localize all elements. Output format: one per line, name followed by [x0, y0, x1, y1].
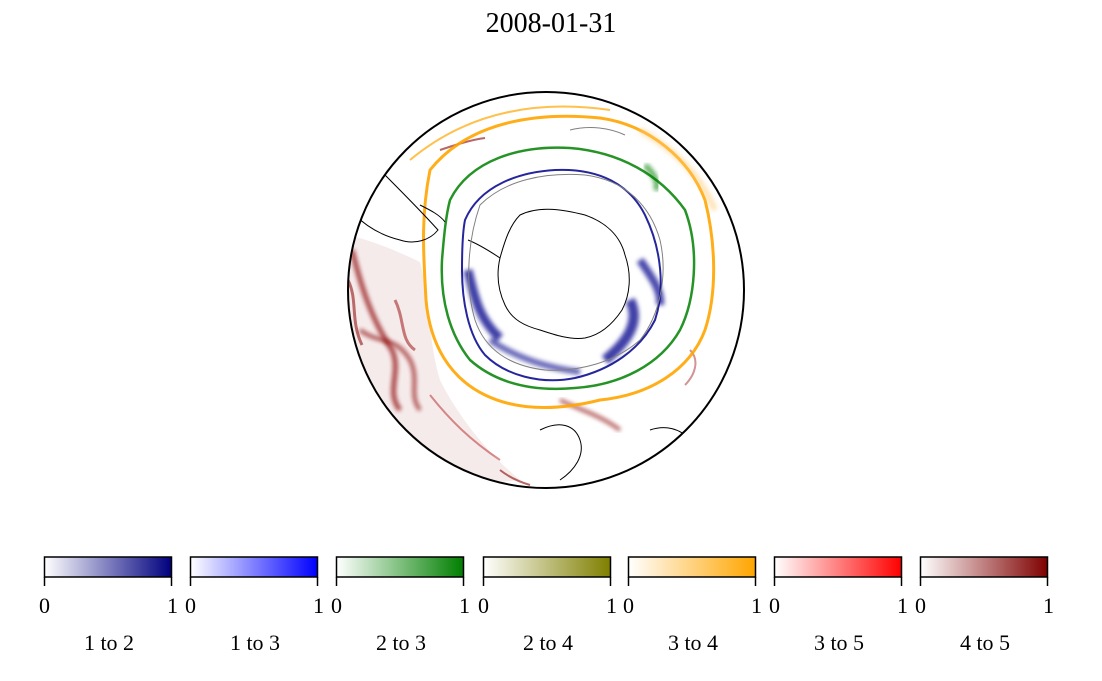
- colorbar-gradient: [627, 556, 757, 586]
- colorbar-gradient: [482, 556, 612, 586]
- map-boundary: [347, 91, 745, 489]
- colorbar-tick-min: 0: [185, 593, 196, 618]
- colorbar-6: 0 1 3 to 5: [769, 555, 908, 655]
- colorbar-tick-min: 0: [769, 593, 780, 618]
- colorbar-tick-max: 1: [606, 593, 617, 618]
- south-america-coast: [354, 169, 439, 243]
- colorbar-7: 0 1 4 to 5: [915, 555, 1054, 655]
- colorbar-tick-min: 0: [915, 593, 926, 618]
- colorbar-2: 0 1 1 to 3: [185, 555, 324, 655]
- colorbar-tick-max: 1: [751, 593, 762, 618]
- colorbar-3: 0 1 2 to 3: [331, 555, 470, 655]
- colorbar-tick-max: 1: [167, 593, 178, 618]
- colorbar-label: 1 to 2: [83, 630, 135, 655]
- front-2-to-3: [440, 146, 696, 391]
- colorbar-tick-min: 0: [478, 593, 489, 618]
- colorbar-gradient: [919, 556, 1049, 586]
- ice-edge: [468, 173, 664, 371]
- colorbar-gradient: [773, 556, 903, 586]
- colorbar-label: 4 to 5: [959, 630, 1011, 655]
- colorbar-tick-max: 1: [897, 593, 908, 618]
- colorbar-label: 2 to 3: [375, 630, 427, 655]
- colorbar-label: 3 to 5: [813, 630, 865, 655]
- plot-title: 2008-01-31: [485, 8, 617, 39]
- colorbar-tick-min: 0: [331, 593, 342, 618]
- colorbar-tick-min: 0: [39, 593, 50, 618]
- colorbar-gradient: [189, 556, 319, 586]
- colorbar-gradient: [335, 556, 465, 586]
- antarctica-outline: [497, 208, 630, 339]
- field-4-to-5: [348, 137, 697, 488]
- colorbar-label: 1 to 3: [229, 630, 281, 655]
- front-3-to-4: [422, 114, 716, 410]
- colorbar-5: 0 1 3 to 4: [623, 555, 762, 655]
- colorbar-4: 0 1 2 to 4: [478, 555, 617, 655]
- colorbar-label: 2 to 4: [522, 630, 574, 655]
- field-1-to-2: [463, 257, 665, 375]
- colorbar-tick-max: 1: [313, 593, 324, 618]
- africa-coast: [539, 424, 582, 481]
- front-1-to-2: [460, 168, 662, 382]
- australia-coast: [649, 427, 691, 471]
- colorbar-tick-max: 1: [459, 593, 470, 618]
- colorbar-tick-min: 0: [623, 593, 634, 618]
- colorbar-gradient: [43, 556, 173, 586]
- colorbar-tick-max: 1: [1043, 593, 1054, 618]
- colorbar-1: 0 1 1 to 2: [39, 555, 178, 655]
- colorbar-label: 3 to 4: [667, 630, 719, 655]
